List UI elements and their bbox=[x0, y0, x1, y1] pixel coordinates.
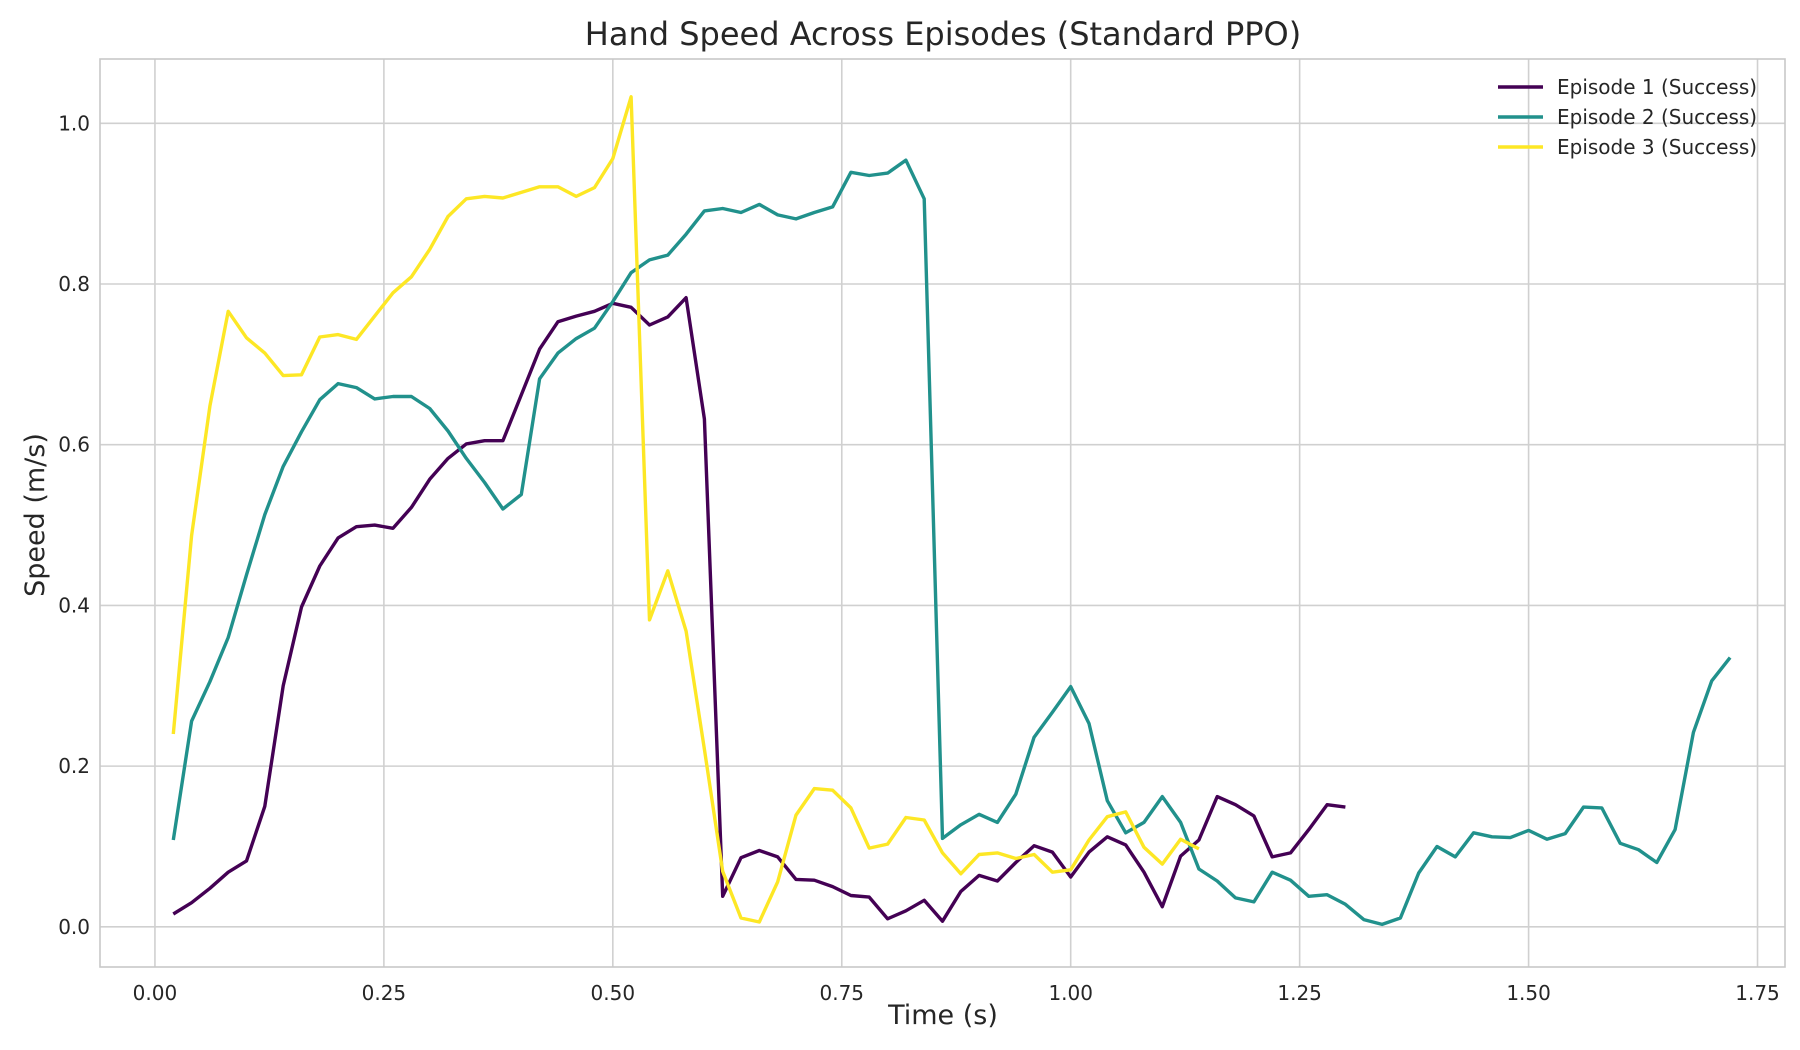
y-axis-label: Speed (m/s) bbox=[20, 433, 51, 597]
plot-frame bbox=[99, 58, 1786, 968]
legend: Episode 1 (Success) Episode 2 (Success) Ep… bbox=[1498, 75, 1757, 159]
series-line-episode-1 bbox=[172, 296, 1346, 923]
x-tick-label: 0.25 bbox=[362, 981, 407, 1005]
y-tick-labels: 0.0 0.2 0.4 0.6 0.8 1.0 bbox=[58, 111, 90, 939]
chart-title: Hand Speed Across Episodes (Standard PPO… bbox=[585, 15, 1301, 53]
series-line-episode-3 bbox=[171, 95, 1200, 924]
x-tick-label: 0.75 bbox=[820, 981, 865, 1005]
x-tick-label: 1.50 bbox=[1506, 981, 1551, 1005]
x-tick-label: 1.00 bbox=[1048, 981, 1093, 1005]
y-tick-label: 1.0 bbox=[58, 111, 90, 135]
y-tick-label: 0.4 bbox=[58, 593, 90, 617]
x-tick-label: 0.00 bbox=[133, 981, 178, 1005]
x-tick-label: 1.75 bbox=[1735, 981, 1780, 1005]
legend-label-episode-1: Episode 1 (Success) bbox=[1557, 75, 1757, 99]
series-line-episode-2 bbox=[171, 158, 1732, 927]
x-tick-labels: 0.00 0.25 0.50 0.75 1.00 1.25 1.50 1.75 bbox=[133, 981, 1780, 1005]
y-tick-label: 0.2 bbox=[58, 754, 90, 778]
x-tick-label: 0.50 bbox=[591, 981, 636, 1005]
y-tick-label: 0.8 bbox=[58, 272, 90, 296]
x-tick-label: 1.25 bbox=[1277, 981, 1322, 1005]
y-tick-label: 0.6 bbox=[58, 433, 90, 457]
legend-label-episode-3: Episode 3 (Success) bbox=[1557, 135, 1757, 159]
legend-label-episode-2: Episode 2 (Success) bbox=[1557, 105, 1757, 129]
series-layer bbox=[171, 95, 1732, 927]
grid bbox=[100, 59, 1785, 967]
x-axis-label: Time (s) bbox=[887, 1000, 998, 1031]
y-tick-label: 0.0 bbox=[58, 915, 90, 939]
